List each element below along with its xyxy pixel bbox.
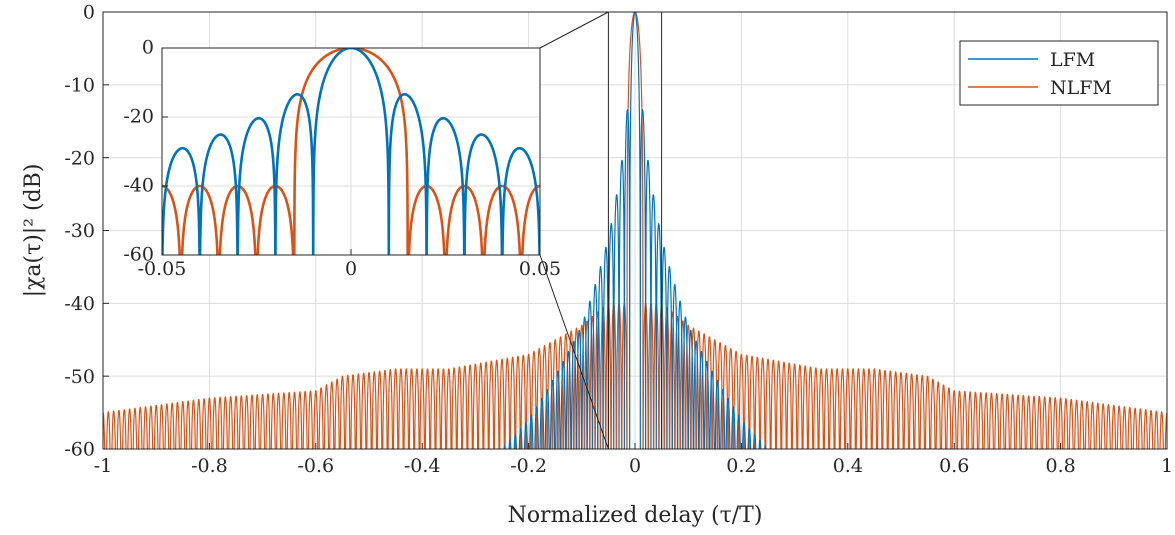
inset-y-tick-label: -60: [123, 244, 154, 266]
inset-series-nlfm-line: [162, 48, 540, 255]
legend-label-lfm: LFM: [1050, 49, 1095, 71]
inset-ticks: -0.05 0 0.05 -60 -40 -20 0: [123, 37, 561, 280]
legend: LFM NLFM: [959, 40, 1159, 106]
inset-series-lfm-line: [162, 48, 540, 255]
inset-y-tick-label: 0: [142, 37, 154, 59]
main-x-tick-label: 0.6: [939, 455, 969, 477]
main-y-tick-label: -20: [64, 147, 95, 169]
x-axis-label: Normalized delay (τ/T): [508, 503, 763, 528]
main-x-tick-label: -0.2: [510, 455, 547, 477]
main-x-tick-label: 0.8: [1045, 455, 1075, 477]
inset-y-tick-label: -20: [123, 106, 154, 128]
series-nlfm-line: [103, 12, 1167, 449]
inset-x-tick-label: 0.05: [519, 258, 561, 280]
main-x-tick-label: -0.6: [297, 455, 334, 477]
legend-label-nlfm: NLFM: [1050, 77, 1112, 99]
main-x-tick-label: 1: [1161, 455, 1173, 477]
main-y-tick-label: 0: [83, 2, 95, 24]
inset-axes: -0.05 0 0.05 -60 -40 -20 0: [123, 37, 561, 280]
zoom-indicator: [539, 11, 663, 450]
main-ticks: -1 -0.8 -0.6 -0.4 -0.2 0 0.2 0.4 0.6 0.8 1 -60 -50 -4…: [64, 2, 1173, 477]
zoom-rectangle: [607, 11, 663, 450]
main-x-tick-label: -1: [94, 455, 113, 477]
main-series: [103, 12, 1167, 449]
inset-x-tick-label: 0: [345, 258, 357, 280]
main-x-tick-label: -0.8: [191, 455, 228, 477]
inset-series: [162, 48, 540, 255]
main-y-tick-label: -40: [64, 293, 95, 315]
main-y-tick-label: -10: [64, 74, 95, 96]
main-x-tick-label: 0.2: [726, 455, 756, 477]
main-x-tick-label: -0.4: [404, 455, 441, 477]
main-y-tick-label: -50: [64, 366, 95, 388]
main-x-tick-label: 0.4: [833, 455, 863, 477]
main-y-tick-label: -60: [64, 439, 95, 461]
zoom-connector-top: [539, 11, 609, 49]
zoom-connector-bottom: [539, 254, 609, 450]
inset-y-tick-label: -40: [123, 175, 154, 197]
y-axis-label: |χa(τ)|² (dB): [21, 164, 46, 298]
main-y-tick-label: -30: [64, 220, 95, 242]
legend-box: [959, 40, 1159, 106]
inset-x-tick-label: -0.05: [138, 258, 187, 280]
main-x-tick-label: 0: [629, 455, 641, 477]
